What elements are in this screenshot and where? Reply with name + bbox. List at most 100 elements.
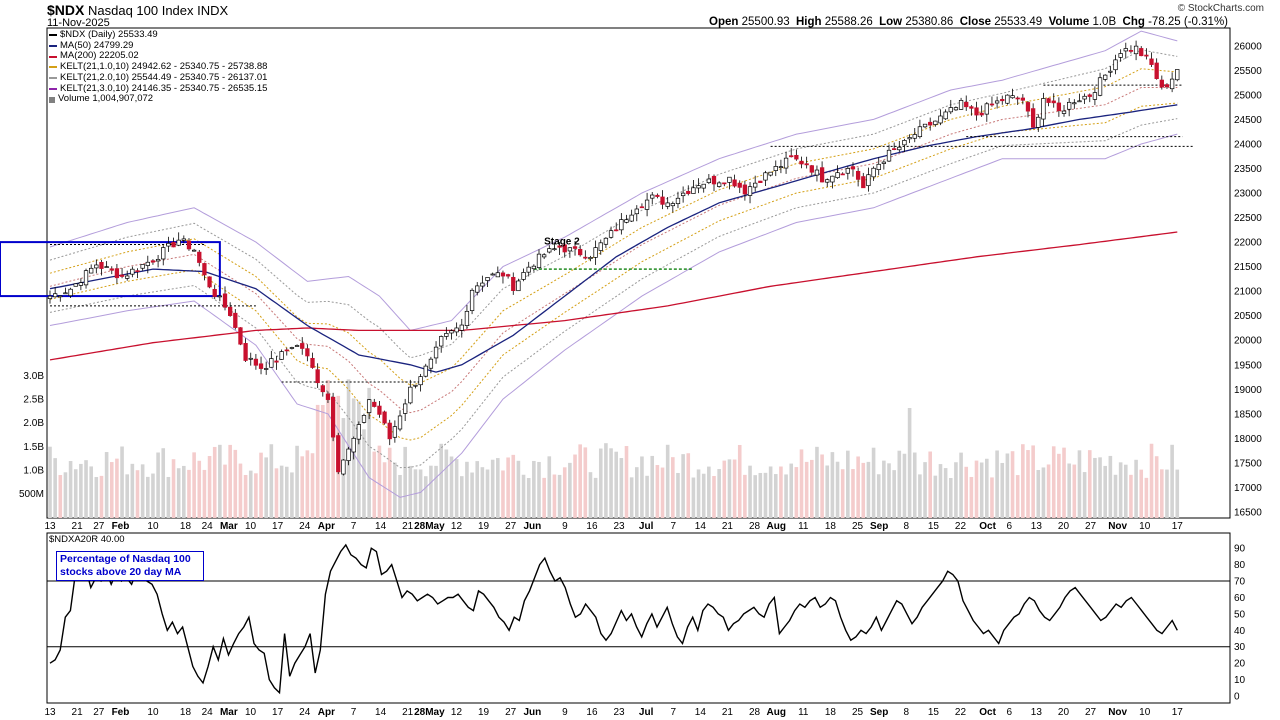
candle-body bbox=[912, 134, 917, 139]
volume-bar bbox=[532, 460, 536, 518]
volume-bar bbox=[1123, 464, 1128, 518]
candle-body bbox=[814, 169, 820, 176]
volume-bar bbox=[68, 461, 73, 518]
candle-body bbox=[294, 345, 300, 347]
volume-bar bbox=[578, 444, 582, 518]
price-x-tick: 17 bbox=[1172, 521, 1184, 532]
volume-bar bbox=[429, 465, 433, 518]
breadth-axis-tick: 20 bbox=[1234, 659, 1246, 670]
candle-body bbox=[634, 208, 639, 215]
breadth-x-tick: 7 bbox=[351, 707, 357, 718]
price-axis-tick: 23000 bbox=[1234, 189, 1262, 200]
volume-bar bbox=[846, 450, 850, 518]
volume-bar bbox=[959, 452, 963, 518]
volume-bar bbox=[1077, 450, 1082, 518]
candle-body bbox=[1056, 102, 1062, 112]
volume-bar bbox=[552, 474, 557, 518]
volume-bar bbox=[485, 469, 490, 518]
breadth-x-tick: Nov bbox=[1108, 707, 1127, 718]
price-x-tick: 7 bbox=[670, 521, 676, 532]
candle-body bbox=[1072, 102, 1077, 105]
candle-body bbox=[552, 248, 557, 251]
stage2-label: Stage 2 bbox=[544, 237, 580, 248]
candle-body bbox=[629, 214, 634, 222]
candle-body bbox=[413, 384, 418, 387]
candle-body bbox=[670, 203, 675, 207]
candle-body bbox=[840, 173, 845, 176]
candle-body bbox=[964, 101, 969, 108]
volume-bar bbox=[1010, 451, 1015, 518]
price-x-tick: Sep bbox=[870, 521, 888, 532]
volume-bar bbox=[465, 461, 469, 518]
volume-bar bbox=[84, 460, 88, 518]
volume-bar bbox=[660, 467, 665, 518]
breadth-x-tick: 10 bbox=[245, 707, 257, 718]
note-line-2: stocks above 20 day MA bbox=[60, 566, 182, 578]
candle-body bbox=[758, 180, 763, 184]
price-x-tick: 10 bbox=[245, 521, 257, 532]
candle-body bbox=[1000, 98, 1005, 102]
candle-body bbox=[135, 270, 140, 273]
low-value: 25380.86 bbox=[905, 16, 954, 28]
candle-body bbox=[773, 166, 778, 171]
price-axis-tick: 17500 bbox=[1234, 458, 1262, 469]
volume-bar bbox=[985, 458, 989, 518]
exchange: INDX bbox=[197, 3, 229, 18]
candle-body bbox=[444, 333, 449, 337]
candle-body bbox=[994, 100, 1000, 104]
breadth-x-tick: Feb bbox=[112, 707, 130, 718]
volume-bar bbox=[598, 448, 603, 518]
volume-bar bbox=[398, 474, 402, 518]
candle-body bbox=[778, 166, 784, 169]
volume-bar bbox=[1098, 457, 1102, 518]
candle-body bbox=[449, 330, 454, 334]
candle-body bbox=[274, 360, 279, 363]
candle-body bbox=[675, 197, 681, 205]
candle-body bbox=[207, 276, 212, 288]
candle-body bbox=[1175, 69, 1180, 81]
chart-date: 11-Nov-2025 bbox=[47, 17, 110, 29]
candle-body bbox=[1118, 53, 1123, 58]
candle-body bbox=[567, 247, 573, 252]
volume-bar bbox=[145, 476, 150, 518]
candle-body bbox=[1128, 49, 1134, 52]
volume-bar bbox=[192, 452, 196, 518]
volume-bar bbox=[331, 412, 335, 518]
price-x-tick: 12 bbox=[451, 521, 463, 532]
candle-body bbox=[1154, 62, 1159, 79]
legend-swatch bbox=[49, 77, 57, 80]
volume-bar bbox=[264, 457, 268, 518]
volume-bar bbox=[362, 429, 366, 518]
candle-body bbox=[222, 293, 228, 308]
volume-bar bbox=[403, 446, 407, 518]
volume-bar bbox=[974, 460, 979, 518]
price-x-tick: 10 bbox=[147, 521, 159, 532]
volume-axis-tick: 2.5B bbox=[23, 395, 44, 406]
volume-bar bbox=[1144, 477, 1149, 518]
volume-bar bbox=[753, 475, 757, 518]
candle-body bbox=[732, 179, 737, 187]
price-axis-tick: 18500 bbox=[1234, 409, 1262, 420]
breadth-axis-tick: 50 bbox=[1234, 609, 1246, 620]
candle-body bbox=[989, 103, 995, 106]
candle-body bbox=[78, 282, 84, 286]
candle-body bbox=[397, 415, 403, 430]
candle-body bbox=[866, 174, 871, 187]
price-axis-tick: 22000 bbox=[1234, 238, 1262, 249]
close-value: 25533.49 bbox=[994, 16, 1043, 28]
candle-body bbox=[1041, 98, 1046, 120]
volume-bar bbox=[748, 465, 752, 518]
candle-body bbox=[717, 182, 722, 187]
breadth-x-tick: 8 bbox=[904, 707, 910, 718]
price-x-tick: 28 bbox=[749, 521, 761, 532]
volume-bar bbox=[609, 448, 613, 518]
candle-body bbox=[176, 239, 181, 246]
volume-bar bbox=[135, 470, 140, 518]
candle-body bbox=[1005, 94, 1010, 104]
candle-body bbox=[1139, 48, 1144, 57]
breadth-x-tick: 27 bbox=[93, 707, 105, 718]
ma200-line bbox=[49, 231, 1178, 361]
candle-body bbox=[650, 194, 655, 199]
candle-body bbox=[330, 396, 336, 438]
candle-body bbox=[202, 263, 207, 276]
